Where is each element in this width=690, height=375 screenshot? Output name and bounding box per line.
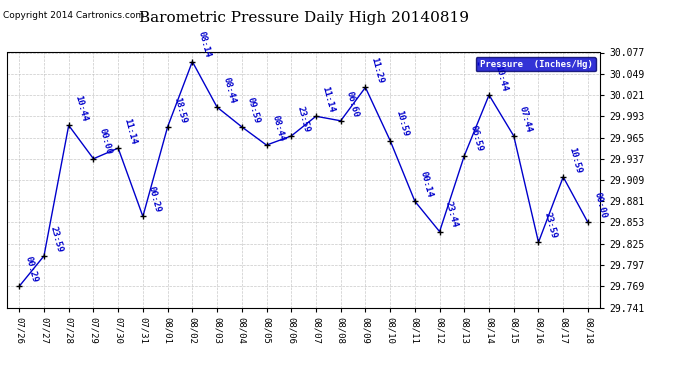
Text: 09:59: 09:59 [246, 96, 262, 124]
Text: Copyright 2014 Cartronics.com: Copyright 2014 Cartronics.com [3, 11, 145, 20]
Text: 23:59: 23:59 [295, 105, 311, 133]
Text: 08:14: 08:14 [197, 30, 212, 59]
Text: 23:59: 23:59 [542, 211, 558, 240]
Text: 06:60: 06:60 [345, 90, 360, 118]
Text: 10:44: 10:44 [493, 64, 509, 92]
Text: 18:59: 18:59 [172, 96, 188, 124]
Text: 11:29: 11:29 [370, 56, 385, 85]
Text: 23:44: 23:44 [444, 201, 460, 229]
Text: 00:14: 00:14 [419, 170, 435, 198]
Text: 06:59: 06:59 [469, 124, 484, 153]
Text: 08:44: 08:44 [270, 114, 286, 142]
Text: 23:59: 23:59 [48, 225, 63, 253]
Text: 00:29: 00:29 [147, 185, 163, 214]
Text: Barometric Pressure Daily High 20140819: Barometric Pressure Daily High 20140819 [139, 11, 469, 25]
Text: 10:44: 10:44 [73, 94, 88, 123]
Text: 07:44: 07:44 [518, 105, 533, 133]
Text: 00:29: 00:29 [23, 255, 39, 284]
Text: 10:59: 10:59 [394, 110, 410, 138]
Text: 00:00: 00:00 [592, 191, 608, 220]
Text: 08:44: 08:44 [221, 76, 237, 104]
Text: 11:14: 11:14 [320, 85, 336, 114]
Text: 00:00: 00:00 [97, 128, 113, 156]
Legend: Pressure  (Inches/Hg): Pressure (Inches/Hg) [475, 57, 595, 71]
Text: 10:59: 10:59 [567, 146, 583, 174]
Text: 11:14: 11:14 [122, 117, 138, 146]
